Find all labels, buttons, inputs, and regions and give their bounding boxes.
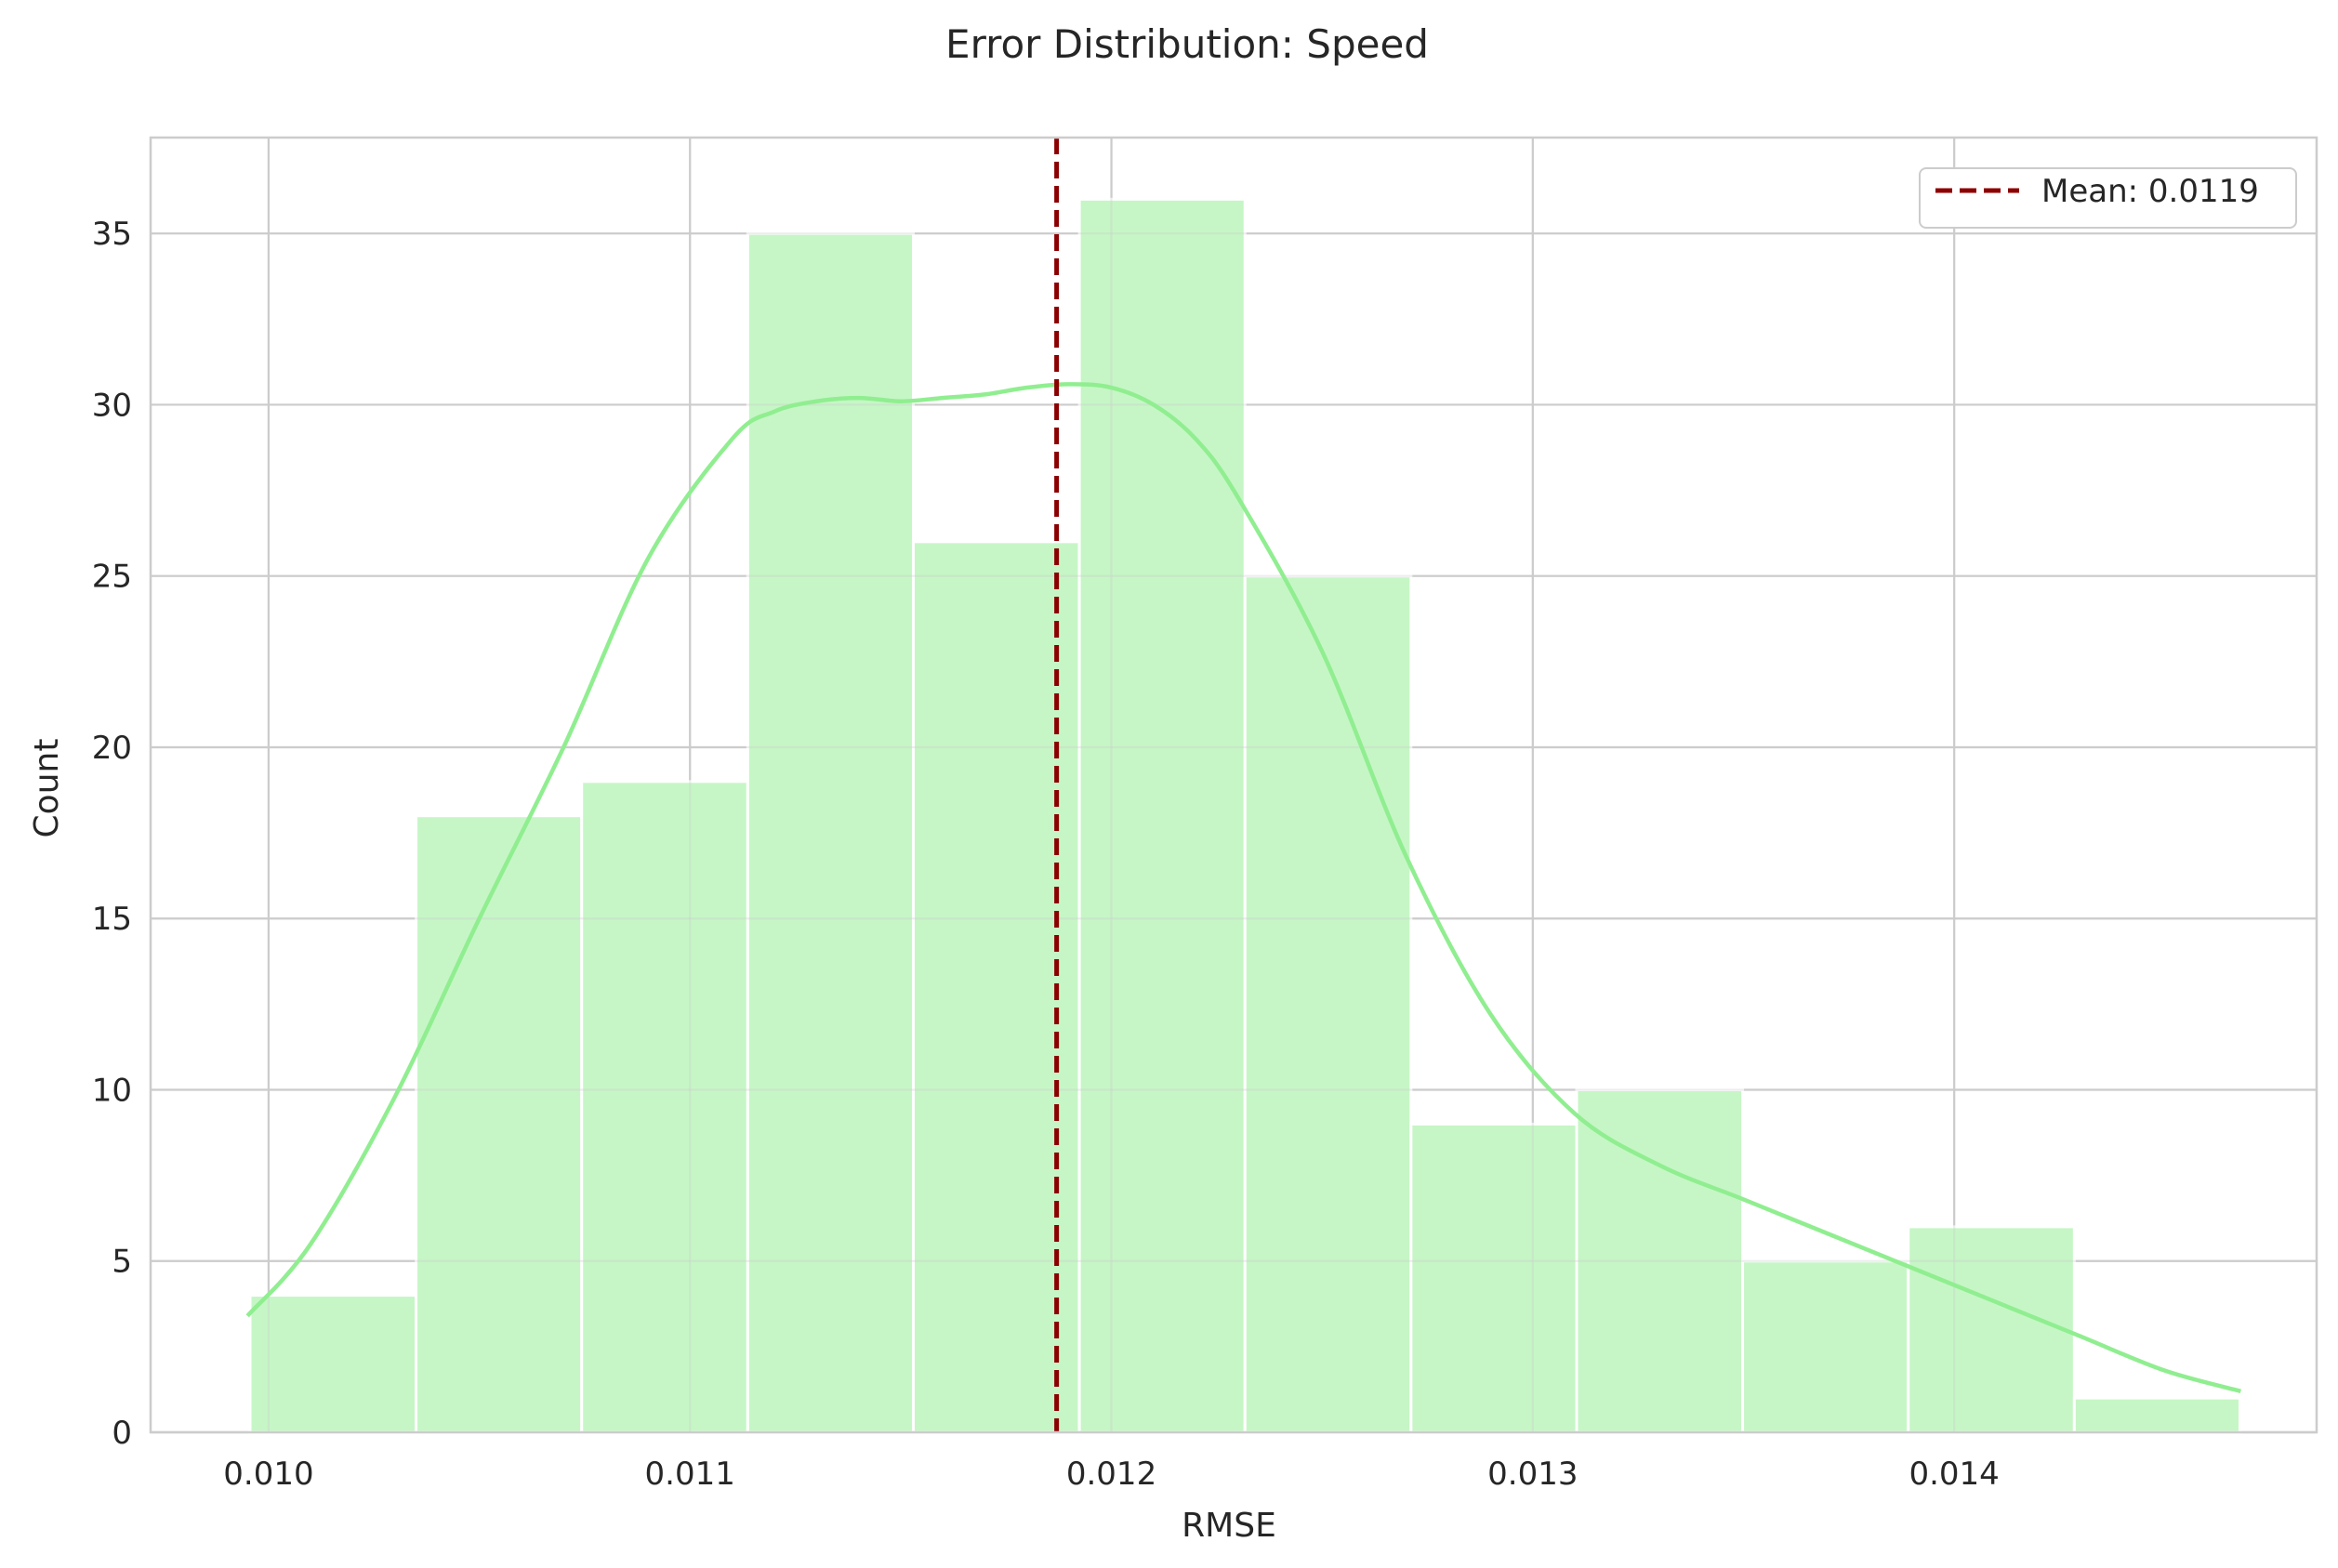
- y-tick-label: 0: [112, 1415, 132, 1452]
- kde-layer: [245, 382, 2241, 1393]
- x-tick-label: 0.010: [223, 1456, 313, 1493]
- x-tick-label: 0.012: [1066, 1456, 1156, 1493]
- histogram-bars: [151, 138, 2317, 1434]
- y-tick-label: 10: [92, 1072, 132, 1109]
- chart-title: Error Distribution: Speed: [945, 21, 1429, 67]
- x-tick-labels: 0.010 0.011 0.012 0.013 0.014: [223, 1456, 2000, 1493]
- y-tick-label: 30: [92, 387, 132, 424]
- histogram-bar: [911, 540, 1081, 1434]
- histogram-bar: [248, 1294, 418, 1434]
- histogram-bar: [1907, 1225, 2076, 1434]
- y-tick-label: 25: [92, 559, 132, 596]
- y-tick-label: 15: [92, 901, 132, 938]
- histogram-bar: [1409, 1122, 1578, 1434]
- x-tick-label: 0.014: [1909, 1456, 1999, 1493]
- y-tick-label: 20: [92, 730, 132, 767]
- histogram-bar: [1741, 1259, 1910, 1434]
- histogram-bar: [2072, 1396, 2241, 1434]
- y-tick-label: 5: [112, 1244, 132, 1281]
- x-tick-label: 0.013: [1487, 1456, 1578, 1493]
- histogram-bar: [1077, 197, 1247, 1434]
- legend-box: [1919, 167, 2297, 229]
- histogram-bar: [415, 814, 584, 1434]
- x-tick-label: 0.011: [645, 1456, 735, 1493]
- plot-frame: [149, 136, 2318, 1434]
- legend: Mean: 0.0119: [1919, 167, 2297, 229]
- x-axis-label: RMSE: [1182, 1507, 1276, 1545]
- histogram-bar: [746, 231, 915, 1434]
- histogram-bar: [580, 780, 749, 1434]
- legend-label-mean: Mean: 0.0119: [2041, 173, 2259, 210]
- histogram-bar: [1243, 574, 1413, 1434]
- kde-curve: [245, 382, 2241, 1393]
- y-axis-label: Count: [28, 739, 66, 838]
- y-tick-labels: 0 5 10 15 20 25 30 35: [92, 216, 132, 1452]
- y-tick-label: 35: [92, 216, 132, 253]
